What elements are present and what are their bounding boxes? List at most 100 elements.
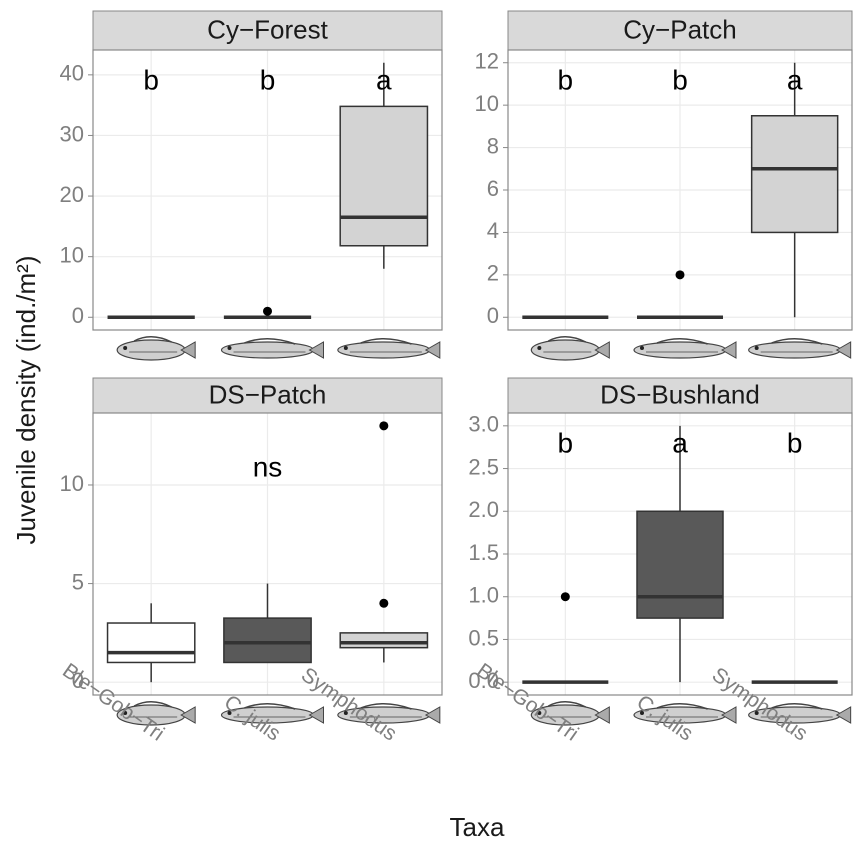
fish-fin — [656, 338, 708, 345]
panel-title: DS−Patch — [209, 379, 327, 409]
fish-fin — [360, 338, 412, 345]
outlier — [263, 306, 272, 316]
box — [339, 632, 429, 649]
box — [636, 510, 724, 619]
fish-icon — [337, 338, 441, 359]
significance-letter: a — [787, 64, 803, 95]
fish-fin — [656, 703, 708, 710]
fish-icon — [220, 338, 324, 359]
fish-fin — [771, 703, 823, 710]
fish-eye — [537, 346, 542, 350]
fish-fin — [244, 338, 296, 345]
significance-letter: b — [260, 64, 276, 95]
fish-eye — [343, 346, 348, 350]
fish-tail — [835, 706, 852, 724]
y-tick-label: 6 — [487, 176, 499, 201]
y-tick-label: 0.0 — [468, 668, 499, 693]
significance-letter: b — [558, 64, 574, 95]
plot-border — [507, 412, 853, 696]
fish-eye — [123, 346, 128, 350]
panel-title: Cy−Forest — [207, 14, 328, 44]
significance-letter: b — [143, 64, 159, 95]
fish-fin — [547, 701, 587, 708]
outlier — [379, 598, 389, 608]
fish-tail — [835, 341, 852, 359]
fish-tail — [180, 341, 196, 359]
fish-icon — [220, 703, 324, 724]
y-tick-label: 0 — [72, 303, 84, 328]
fish-tail — [180, 706, 196, 724]
y-tick-label: 2.0 — [468, 497, 499, 522]
y-tick-label: 2 — [487, 261, 499, 286]
y-tick-label: 10 — [60, 242, 84, 267]
panel-title: DS−Bushland — [600, 379, 760, 409]
fish-fin — [244, 703, 296, 710]
panel-strip — [507, 10, 853, 51]
fish-tail — [424, 341, 441, 359]
plot-border — [92, 412, 443, 696]
fish-fin — [547, 336, 587, 343]
significance-letter: a — [672, 427, 688, 458]
fish-icon — [748, 703, 852, 724]
fish-eye — [754, 346, 759, 350]
panel-strip — [507, 377, 853, 414]
fish-eye — [640, 711, 644, 715]
fish-tail — [720, 341, 737, 359]
outlier — [675, 270, 685, 280]
y-tick-label: 12 — [475, 49, 499, 74]
y-tick-label: 1.0 — [468, 583, 499, 608]
y-tick-label: 4 — [487, 218, 499, 243]
y-tick-label: 0.5 — [468, 625, 499, 650]
fish-body — [337, 341, 431, 359]
fish-eye — [537, 711, 542, 715]
fish-icon — [633, 703, 737, 724]
fish-fin — [360, 703, 412, 710]
y-tick-label: 5 — [72, 569, 84, 594]
y-tick-label: 0 — [72, 668, 84, 693]
y-tick-label: 0 — [487, 303, 499, 328]
fish-icon — [337, 703, 441, 724]
fish-icon — [116, 701, 196, 726]
fish-body — [220, 341, 315, 359]
y-tick-label: 3.0 — [468, 412, 499, 437]
fish-tail — [594, 341, 610, 359]
box — [339, 105, 429, 247]
y-tick-label: 20 — [60, 182, 84, 207]
fish-eye — [123, 711, 128, 715]
fish-body — [633, 341, 727, 359]
fish-body — [116, 339, 186, 361]
significance-letter: b — [558, 427, 574, 458]
fish-fin — [771, 338, 823, 345]
significance-letter: b — [787, 427, 803, 458]
fish-eye — [227, 346, 232, 350]
fish-eye — [754, 711, 759, 715]
fish-tail — [594, 706, 610, 724]
plot-border — [507, 49, 853, 331]
panel-strip — [92, 10, 443, 51]
fish-eye — [343, 711, 348, 715]
fish-fin — [133, 336, 172, 343]
fish-icon — [633, 338, 737, 359]
fish-tail — [424, 706, 441, 724]
outlier — [379, 421, 389, 431]
y-tick-label: 10 — [475, 91, 499, 116]
fish-icon — [530, 336, 610, 361]
plot-border — [92, 49, 443, 331]
y-axis-title: Juvenile density (ind./m²) — [11, 256, 41, 545]
fish-fin — [133, 701, 172, 708]
fish-icon — [530, 701, 610, 726]
y-tick-label: 40 — [60, 61, 84, 86]
significance-letter: ns — [253, 451, 283, 482]
fish-tail — [308, 341, 324, 359]
fish-icon — [116, 336, 196, 361]
fish-eye — [640, 346, 644, 350]
panel-title: Cy−Patch — [623, 14, 736, 44]
box — [106, 622, 196, 664]
y-tick-label: 10 — [60, 471, 84, 496]
significance-letter: b — [672, 64, 688, 95]
fish-icon — [748, 338, 852, 359]
y-tick-label: 1.5 — [468, 540, 499, 565]
fish-tail — [720, 706, 737, 724]
y-tick-label: 8 — [487, 133, 499, 158]
